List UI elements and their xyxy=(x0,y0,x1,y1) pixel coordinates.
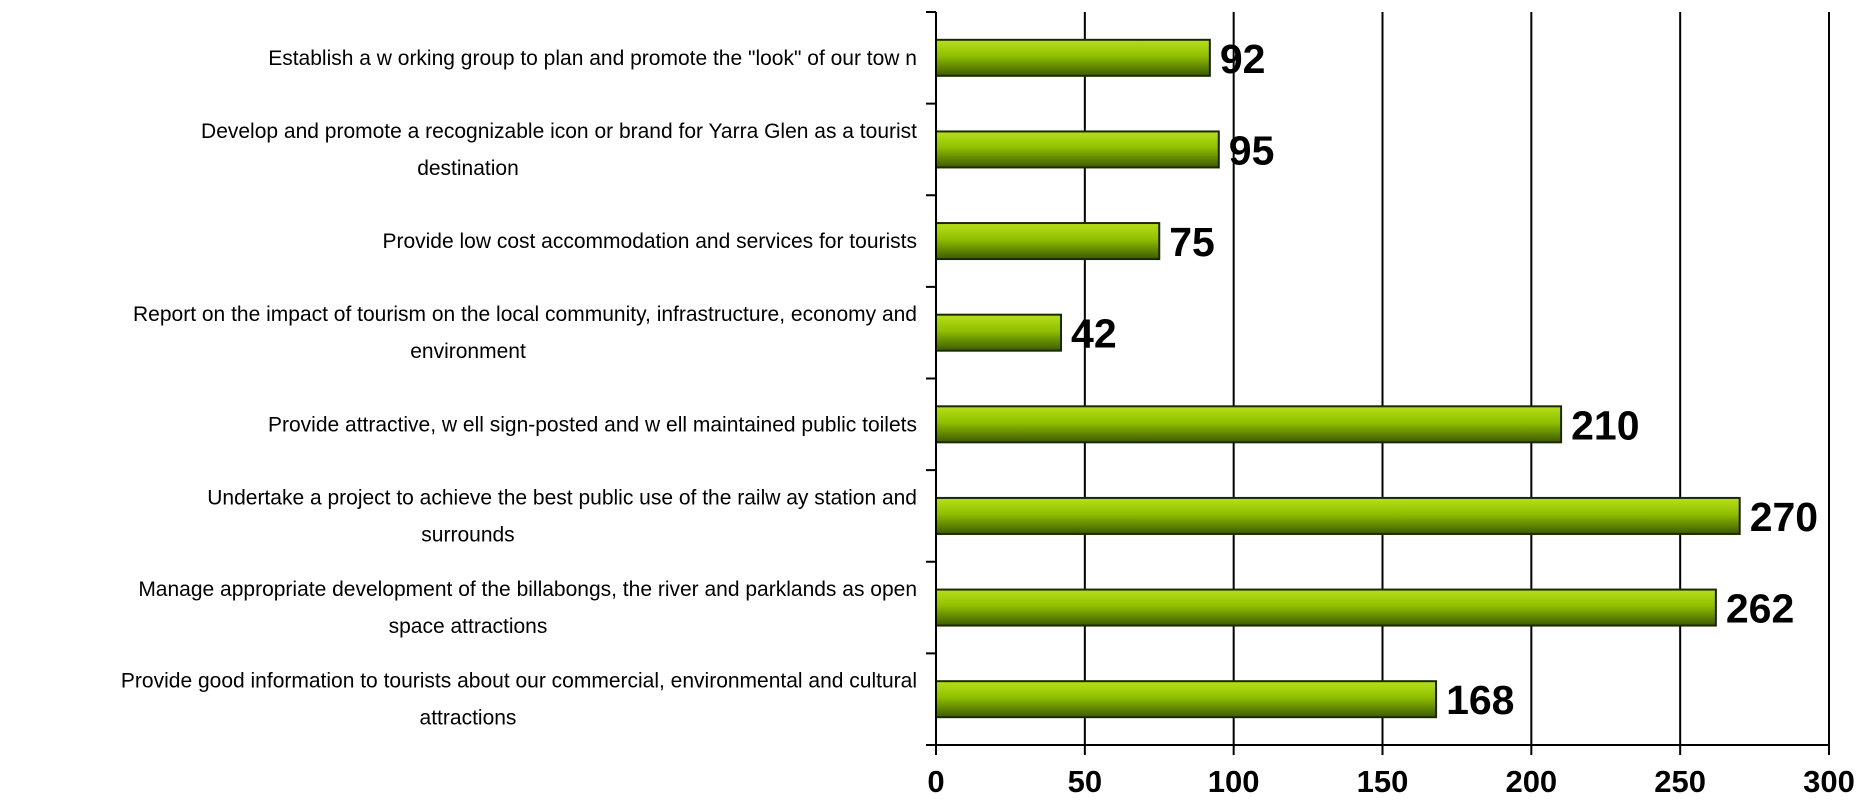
category-label: Manage appropriate development of the bi… xyxy=(138,578,917,638)
category-label-line: Provide low cost accommodation and servi… xyxy=(382,230,917,253)
data-label: 75 xyxy=(1169,219,1215,265)
x-tick-labels: 0 50 100 150 200 250 300 xyxy=(927,764,1854,799)
bar xyxy=(935,38,1211,77)
category-label: Report on the impact of tourism on the l… xyxy=(133,303,917,363)
category-label: Establish a w orking group to plan and p… xyxy=(268,47,917,70)
category-label-line: environment xyxy=(410,340,526,363)
x-tick-label: 200 xyxy=(1505,764,1557,799)
bars xyxy=(935,38,1741,719)
x-tick-label: 150 xyxy=(1357,764,1409,799)
data-label: 270 xyxy=(1750,494,1818,540)
x-tick-label: 300 xyxy=(1803,764,1855,799)
category-label: Develop and promote a recognizable icon … xyxy=(201,120,917,180)
bar xyxy=(935,588,1717,627)
category-label-line: attractions xyxy=(420,707,517,730)
category-labels: Establish a w orking group to plan and p… xyxy=(121,47,917,730)
data-labels: 92 95 75 42 210 270 262 168 xyxy=(1071,36,1818,723)
bar xyxy=(935,313,1063,352)
category-label-line: Provide good information to tourists abo… xyxy=(121,670,917,693)
data-label: 262 xyxy=(1726,586,1794,632)
data-label: 92 xyxy=(1220,36,1266,82)
category-label-line: Manage appropriate development of the bi… xyxy=(138,578,917,601)
category-label: Undertake a project to achieve the best … xyxy=(207,486,917,546)
x-tick-label: 0 xyxy=(927,764,944,799)
bar xyxy=(935,496,1741,535)
category-label-line: surrounds xyxy=(421,523,514,546)
category-label-line: destination xyxy=(417,157,519,180)
category-label-line: space attractions xyxy=(389,615,548,638)
category-label-line: Establish a w orking group to plan and p… xyxy=(268,47,917,70)
x-tick-label: 100 xyxy=(1208,764,1260,799)
bar xyxy=(935,130,1220,169)
data-label: 210 xyxy=(1571,402,1639,448)
category-label-line: Provide attractive, w ell sign-posted an… xyxy=(268,413,917,436)
x-tick-label: 250 xyxy=(1654,764,1706,799)
bar xyxy=(935,405,1563,444)
data-label: 168 xyxy=(1446,677,1514,723)
category-label-line: Undertake a project to achieve the best … xyxy=(207,486,917,509)
data-label: 95 xyxy=(1229,127,1275,173)
category-label: Provide low cost accommodation and servi… xyxy=(382,230,917,253)
data-label: 42 xyxy=(1071,311,1117,357)
axes xyxy=(926,11,1830,755)
bar xyxy=(935,222,1161,261)
x-tick-label: 50 xyxy=(1068,764,1102,799)
category-label: Provide attractive, w ell sign-posted an… xyxy=(268,413,917,436)
bar xyxy=(935,680,1438,719)
category-label-line: Develop and promote a recognizable icon … xyxy=(201,120,917,143)
category-label: Provide good information to tourists abo… xyxy=(121,670,917,730)
gridlines xyxy=(1083,12,1830,745)
category-label-line: Report on the impact of tourism on the l… xyxy=(133,303,917,326)
